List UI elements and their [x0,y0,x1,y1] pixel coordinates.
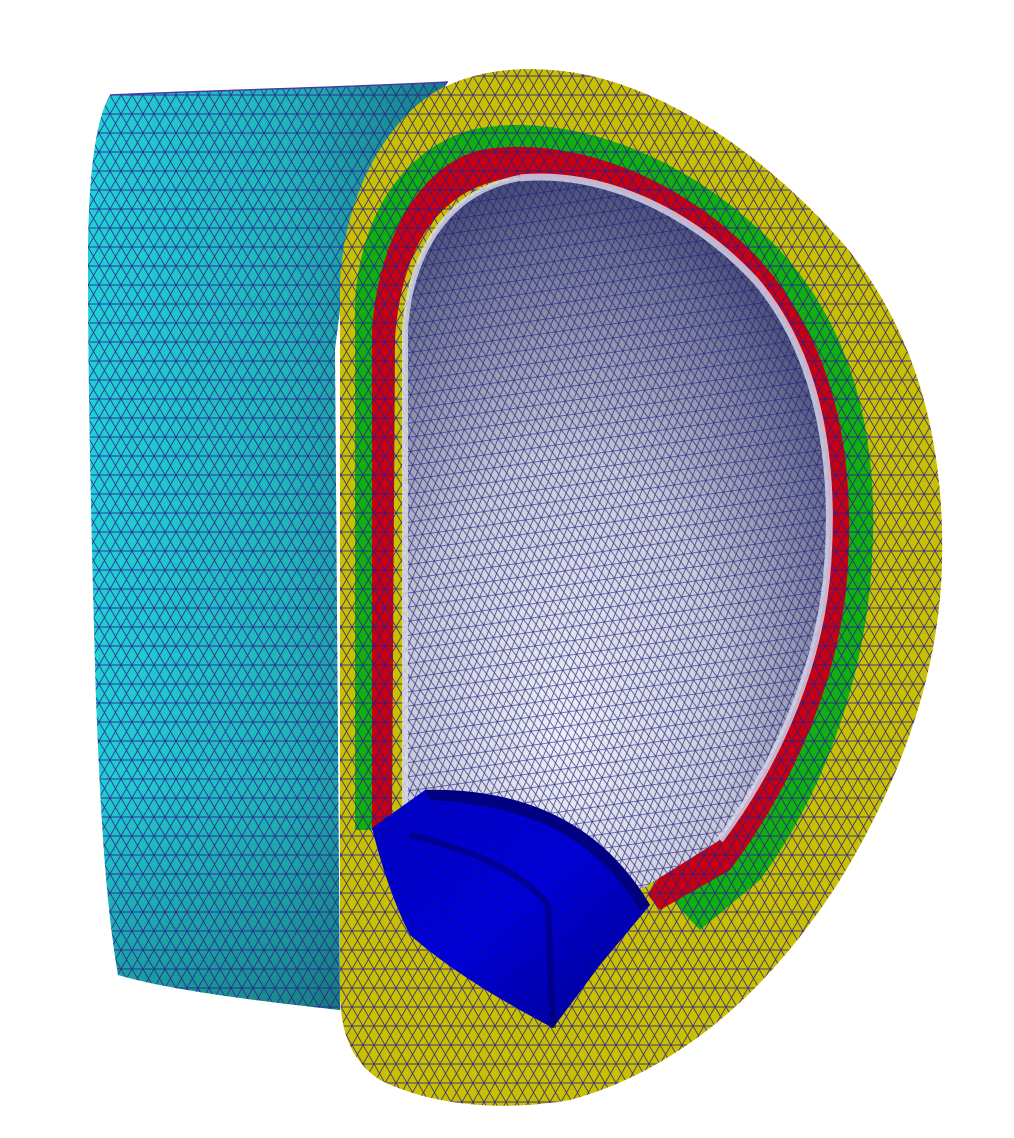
red-layer [372,146,850,910]
outline-top [109,81,449,96]
plasma-chamber [402,173,833,891]
divertor [372,789,650,1029]
outer-shell [88,82,448,1010]
